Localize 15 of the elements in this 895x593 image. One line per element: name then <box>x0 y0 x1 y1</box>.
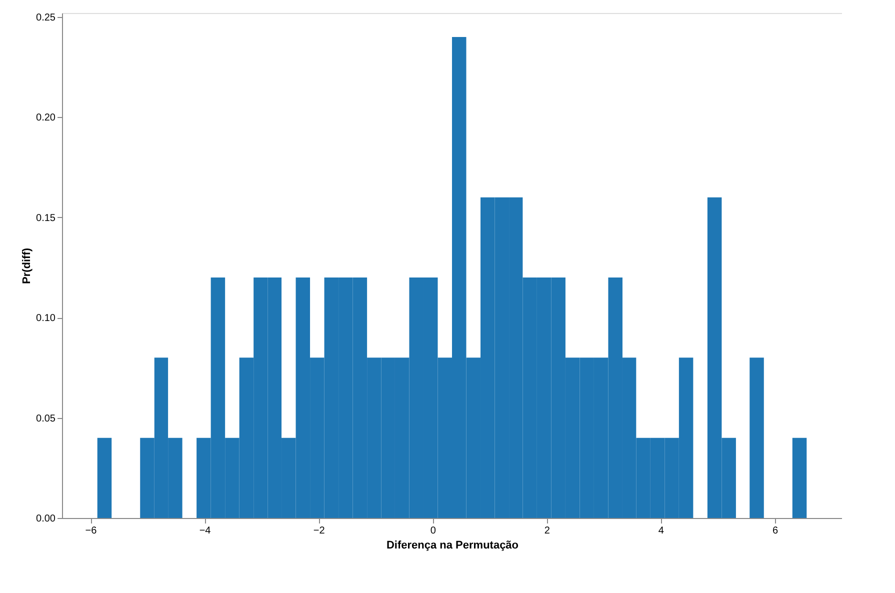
x-tick-label: 4 <box>658 526 664 536</box>
y-tick-label: 0.20 <box>36 112 56 124</box>
x-tick-label: −6 <box>85 526 98 536</box>
y-tick-label: 0.25 <box>36 12 56 24</box>
x-tick-label: 0 <box>430 526 436 536</box>
y-tick-label: 0.15 <box>36 212 56 224</box>
y-tick-label: 0.00 <box>36 514 56 524</box>
y-axis-title: Pr(diff) <box>21 248 34 284</box>
x-tick-label: 6 <box>772 526 778 536</box>
x-tick-label: −4 <box>199 526 212 536</box>
x-axis-title: Diferença na Permutação <box>386 540 519 552</box>
x-tick-label: 2 <box>544 526 550 536</box>
y-tick-label: 0.05 <box>36 413 56 424</box>
x-tick-label: −2 <box>313 526 326 536</box>
y-tick-label: 0.10 <box>36 313 56 324</box>
